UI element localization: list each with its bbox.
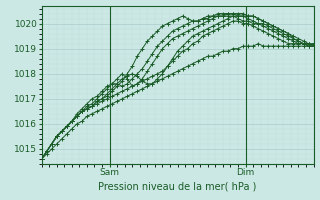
X-axis label: Pression niveau de la mer( hPa ): Pression niveau de la mer( hPa ) [99, 181, 257, 191]
